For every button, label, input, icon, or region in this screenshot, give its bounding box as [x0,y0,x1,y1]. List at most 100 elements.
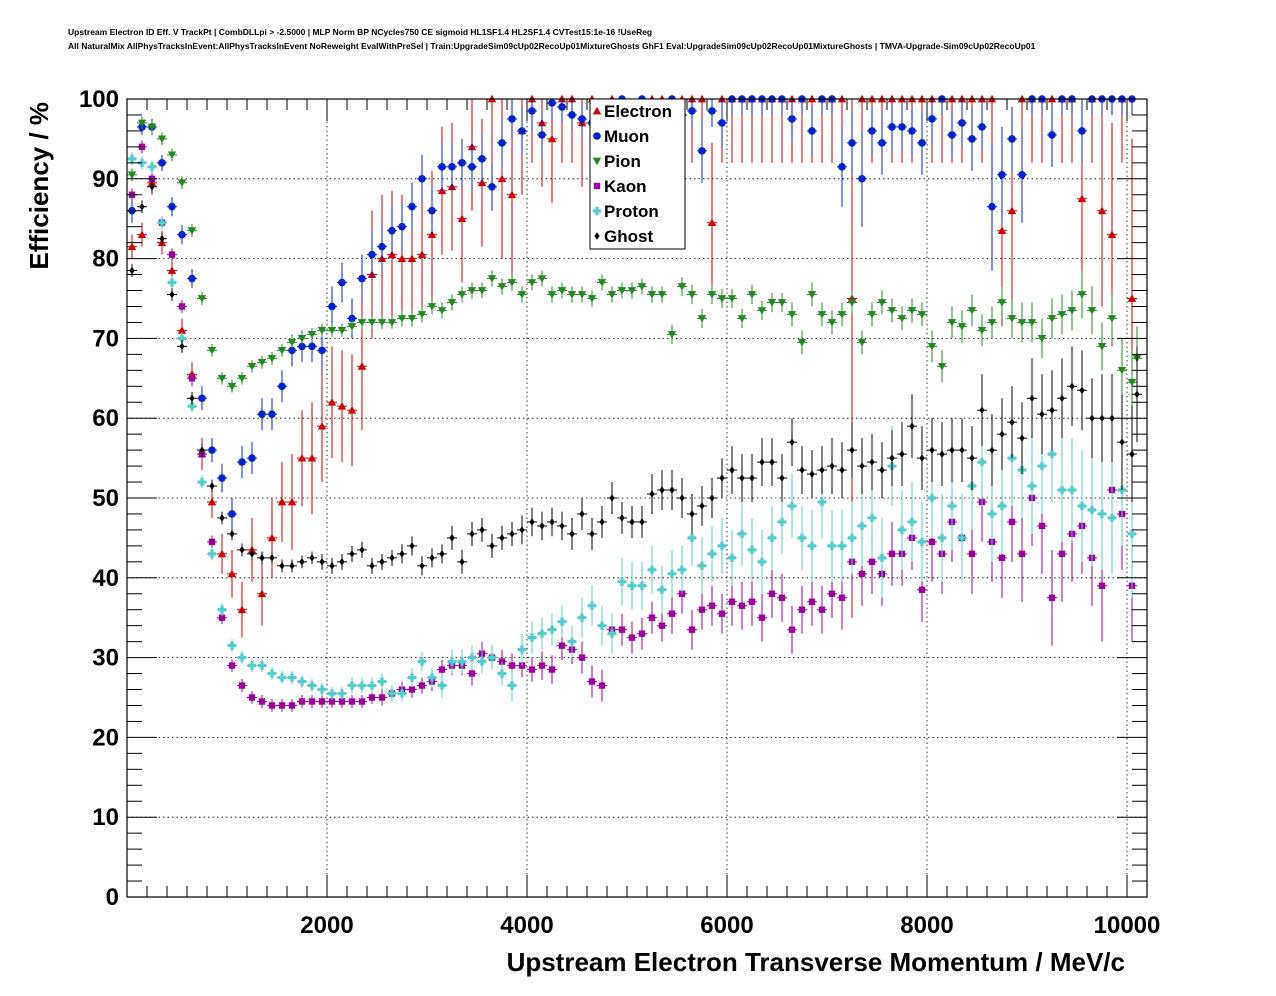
kaon-marker [1008,518,1016,526]
proton-marker [917,537,927,547]
pion-point [827,310,837,335]
proton-point [537,617,547,650]
muon-marker [898,123,906,131]
ghost-point [737,454,747,502]
electron-marker [177,326,187,334]
legend-entry-muon: Muon [593,127,649,146]
electron-marker [547,134,557,143]
pion-point [1027,302,1037,343]
kaon-point [1017,505,1027,602]
pion-marker [407,315,417,323]
proton-point [717,517,727,574]
ghost-point [917,426,927,491]
pion-marker [847,299,857,307]
proton-marker [397,689,407,698]
proton-marker [237,653,247,662]
ghost-marker [219,514,225,522]
proton-marker [817,497,827,507]
muon-marker [358,274,366,283]
ghost-marker [739,474,745,482]
proton-marker [757,557,767,567]
muon-point [1037,95,1047,115]
kaon-marker [598,682,606,689]
pion-marker [1097,343,1107,351]
pion-marker [177,179,187,187]
proton-marker [637,581,647,590]
muon-marker [858,175,866,183]
kaon-point [207,535,217,549]
ghost-point [537,511,547,541]
proton-point [807,509,817,582]
proton-point [417,652,427,672]
ghost-marker [439,550,445,558]
electron-marker [317,421,327,430]
proton-marker [127,154,137,164]
muon-point [687,99,697,127]
proton-marker [987,509,997,519]
proton-marker [407,673,417,682]
proton-point [767,505,777,570]
ghost-point [1017,402,1027,475]
proton-point [527,621,537,654]
proton-marker [387,689,397,698]
muon-marker [1078,127,1086,135]
proton-marker [897,525,907,535]
ghost-marker [269,554,275,562]
ghost-point [247,547,257,561]
ghost-point [987,414,997,487]
proton-point [1097,458,1107,570]
muon-marker [198,394,206,403]
kaon-point [797,585,807,634]
proton-marker [457,657,467,666]
pion-point [367,316,377,329]
pion-marker [727,295,737,303]
proton-marker [327,689,337,698]
ghost-point [277,559,287,573]
ghost-marker [209,482,215,490]
ghost-point [1047,370,1057,451]
proton-marker [737,529,747,539]
muon-point [767,95,777,115]
pion-marker [807,291,817,299]
ghost-marker [669,486,675,494]
muon-marker [788,115,796,123]
kaon-marker [928,538,936,546]
pion-marker [1077,291,1087,299]
ghost-marker [419,562,425,570]
proton-marker [667,569,677,579]
pion-point [847,290,857,315]
proton-marker [867,513,877,523]
pion-marker [867,311,877,319]
ghost-marker [139,202,145,211]
proton-marker [687,533,697,543]
legend-label-muon: Muon [604,127,649,146]
ghost-point [677,478,687,518]
ghost-point [647,474,657,514]
proton-point [467,645,477,670]
proton-marker [447,657,457,666]
muon-marker [928,115,936,123]
proton-marker [787,501,797,511]
electron-point [417,190,427,319]
proton-marker [497,669,507,678]
proton-point [407,667,417,688]
kaon-marker [538,662,546,669]
ghost-point [287,559,297,573]
pion-marker [887,307,897,315]
proton-marker [697,561,707,571]
kaon-marker [438,666,446,673]
proton-point [457,649,467,674]
muon-point [577,102,587,135]
pion-point [857,330,867,355]
ghost-marker [369,562,375,570]
muon-point [997,126,1007,223]
muon-point [847,110,857,175]
x-tick-label: 6000 [700,912,753,939]
muon-point [357,254,367,303]
kaon-point [257,695,267,708]
muon-point [797,95,807,115]
ghost-point [867,434,877,491]
muon-point [547,99,557,119]
legend-label-pion: Pion [604,152,641,171]
